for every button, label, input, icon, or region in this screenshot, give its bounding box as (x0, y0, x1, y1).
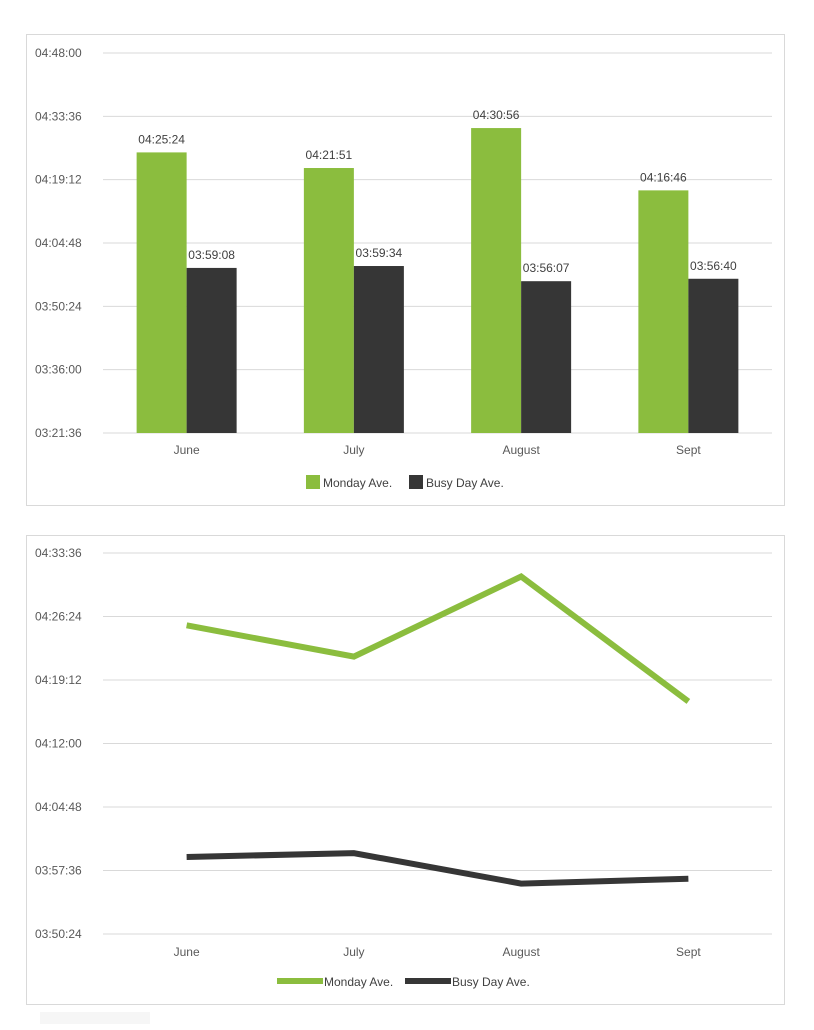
legend-label: Monday Ave. (323, 476, 392, 490)
y-tick-label: 04:19:12 (35, 673, 82, 687)
faint-footer-mark (40, 1012, 150, 1024)
y-tick-label: 04:04:48 (35, 236, 82, 250)
x-tick-label: Sept (676, 945, 701, 959)
series-line-busy-day (186, 850, 689, 887)
data-label: 03:59:34 (356, 246, 403, 260)
y-tick-label: 04:33:36 (35, 109, 82, 123)
data-label: 04:30:56 (473, 108, 520, 122)
data-label: 04:25:24 (138, 132, 185, 146)
data-label: 04:21:51 (306, 148, 353, 162)
bar-monday (303, 168, 354, 433)
y-tick-label: 04:12:00 (35, 737, 82, 751)
line-chart: 04:33:36 04:26:24 04:19:12 04:12:00 04:04:48… (35, 546, 772, 989)
legend-label: Busy Day Ave. (426, 476, 504, 490)
bar-chart: 04:48:00 04:33:36 04:19:12 04:04:48 03:50:24… (35, 46, 772, 490)
y-tick-label: 04:04:48 (35, 800, 82, 814)
x-tick-label: August (502, 443, 540, 457)
legend-label: Busy Day Ave. (452, 975, 530, 989)
y-tick-label: 04:48:00 (35, 46, 82, 60)
y-tick-label: 04:33:36 (35, 546, 82, 560)
x-tick-label: August (502, 945, 540, 959)
y-tick-label: 04:19:12 (35, 173, 82, 187)
x-tick-label: July (343, 443, 364, 457)
legend-swatch (306, 475, 320, 489)
y-tick-label: 03:36:00 (35, 363, 82, 377)
line-chart-panel: 04:33:36 04:26:24 04:19:12 04:12:00 04:04:48… (26, 535, 785, 1005)
y-tick-label: 04:26:24 (35, 610, 82, 624)
data-label: 03:56:40 (690, 259, 737, 273)
legend-swatch (409, 475, 423, 489)
bar-busy-day (353, 266, 404, 433)
bar-busy-day (186, 267, 237, 433)
data-label: 03:56:07 (523, 261, 570, 275)
bar-busy-day (688, 278, 739, 433)
bar-busy-day (521, 281, 572, 433)
bar-chart-panel: 04:48:00 04:33:36 04:19:12 04:04:48 03:50:24… (26, 34, 785, 506)
bar-monday (471, 128, 522, 433)
y-tick-label: 03:21:36 (35, 426, 82, 440)
x-tick-label: June (174, 945, 200, 959)
x-tick-label: July (343, 945, 364, 959)
x-tick-label: Sept (676, 443, 701, 457)
x-tick-label: June (174, 443, 200, 457)
bar-monday (638, 190, 689, 433)
y-tick-label: 03:57:36 (35, 864, 82, 878)
legend-label: Monday Ave. (324, 975, 393, 989)
bar-monday (136, 152, 187, 434)
y-tick-label: 03:50:24 (35, 299, 82, 313)
y-tick-label: 03:50:24 (35, 927, 82, 941)
data-label: 03:59:08 (188, 248, 235, 262)
data-label: 04:16:46 (640, 170, 687, 184)
series-line-monday (186, 573, 691, 704)
